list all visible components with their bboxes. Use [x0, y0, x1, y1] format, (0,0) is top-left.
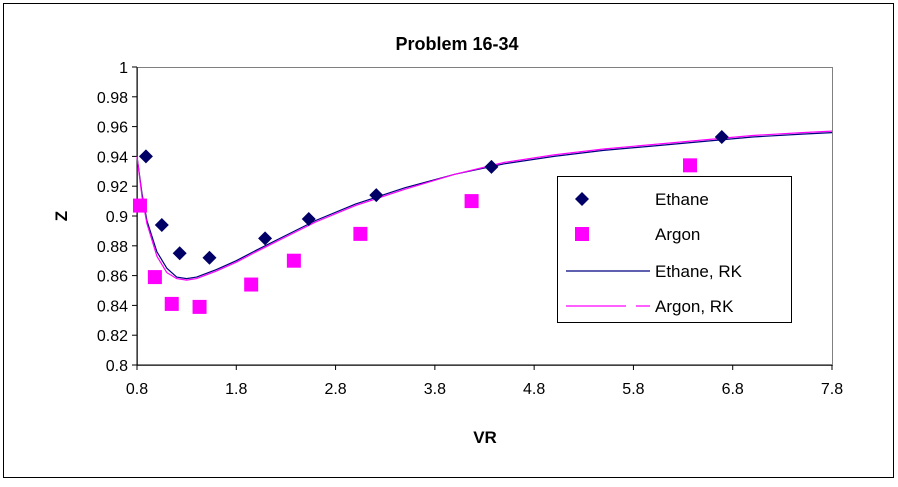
- legend-box: [557, 176, 792, 323]
- y-tick-label: 1: [119, 60, 128, 77]
- argon-point: [286, 253, 301, 268]
- legend-label-argon: Argon: [655, 225, 700, 244]
- y-axis: 0.8 0.82 0.84 0.86 0.88 0.9 0.92 0.94 0.96 0.98 1: [97, 60, 138, 375]
- ethane-point: [258, 231, 273, 246]
- series-line-argon-rk: [136, 130, 833, 281]
- ethane-point: [301, 211, 316, 226]
- ethane-point: [138, 149, 153, 164]
- y-tick-label: 0.88: [97, 239, 128, 256]
- y-tick-label: 0.98: [97, 90, 128, 107]
- y-tick-label: 0.8: [106, 358, 128, 375]
- legend-label-ethane-rk: Ethane, RK: [655, 262, 743, 281]
- y-tick-label: 0.94: [97, 149, 128, 166]
- legend-marker-ethane: [575, 192, 589, 206]
- legend-label-argon-rk: Argon, RK: [655, 297, 734, 316]
- legend-marker-argon: [575, 227, 589, 241]
- ethane-point: [154, 217, 169, 232]
- series-line-ethane-rk: [136, 132, 833, 280]
- x-axis: 0.8 1.8 2.8 3.8 4.8 5.8 6.8 7.8: [126, 364, 843, 398]
- argon-point: [683, 158, 698, 173]
- chart-border: [3, 3, 894, 478]
- x-tick-label: 6.8: [722, 381, 744, 398]
- y-tick-label: 0.86: [97, 269, 128, 286]
- x-tick-label: 1.8: [225, 381, 247, 398]
- ethane-point: [202, 250, 217, 265]
- argon-point: [164, 296, 179, 311]
- x-tick-label: 7.8: [821, 381, 843, 398]
- legend-label-ethane: Ethane: [655, 190, 709, 209]
- x-tick-label: 2.8: [324, 381, 346, 398]
- y-tick-label: 0.9: [106, 209, 128, 226]
- y-tick-label: 0.96: [97, 120, 128, 137]
- argon-point: [353, 226, 368, 241]
- argon-point: [132, 198, 147, 213]
- y-tick-label: 0.92: [97, 179, 128, 196]
- ethane-point: [484, 159, 499, 174]
- x-tick-label: 4.8: [523, 381, 545, 398]
- chart-title: Problem 16-34: [395, 34, 518, 54]
- series-layer: [132, 130, 833, 314]
- x-axis-label: VR: [473, 428, 497, 447]
- argon-point: [464, 194, 479, 209]
- argon-point: [192, 299, 207, 314]
- y-tick-label: 0.84: [97, 298, 128, 315]
- argon-point: [147, 270, 162, 285]
- x-tick-label: 3.8: [424, 381, 446, 398]
- legend: Ethane Argon Ethane, RK Argon, RK: [557, 176, 792, 323]
- argon-point: [244, 277, 259, 292]
- y-tick-label: 0.82: [97, 328, 128, 345]
- y-axis-label: Z: [52, 211, 71, 221]
- x-tick-label: 0.8: [126, 381, 148, 398]
- x-tick-label: 5.8: [622, 381, 644, 398]
- ethane-point: [172, 246, 187, 261]
- ethane-point: [714, 130, 729, 145]
- ethane-point: [369, 188, 384, 203]
